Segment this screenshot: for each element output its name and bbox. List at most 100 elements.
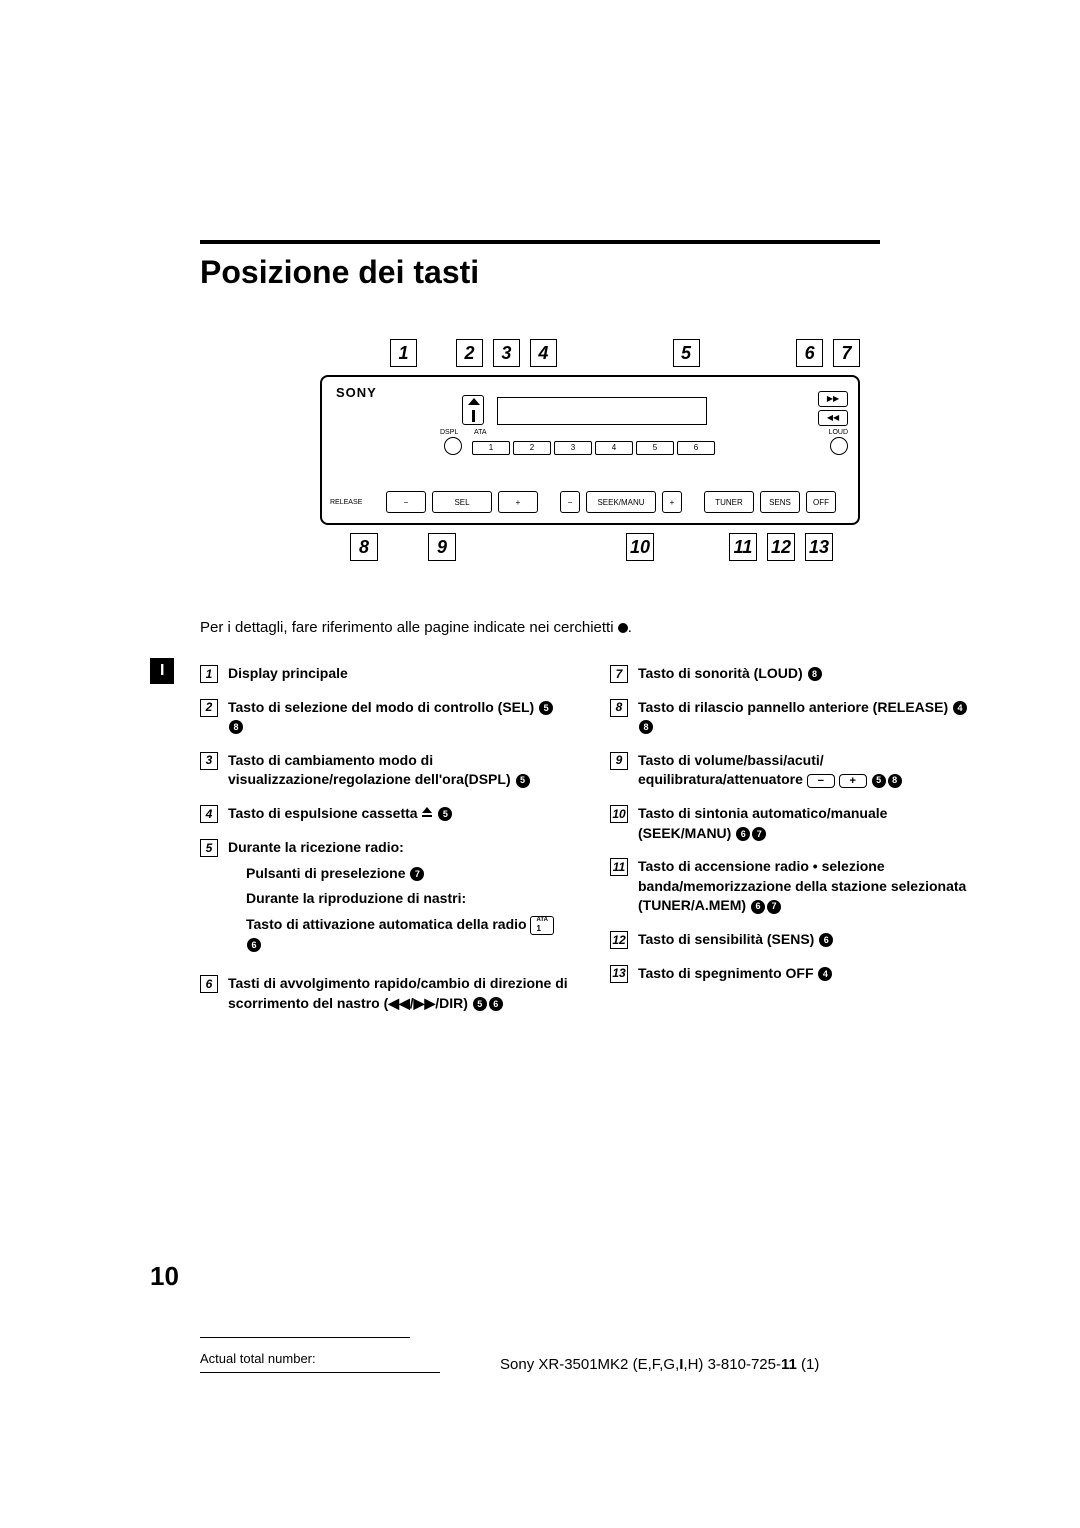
eject-button xyxy=(462,395,484,425)
item-body: Durante la ricezione radio: Pulsanti di … xyxy=(228,838,570,960)
list-item: 13Tasto di spegnimento OFF 4 xyxy=(610,964,980,984)
callout-3: 3 xyxy=(493,339,520,367)
page-ref: 8 xyxy=(229,720,243,734)
callout-13: 13 xyxy=(805,533,833,561)
callout-1: 1 xyxy=(390,339,417,367)
actual-total: Actual total number: xyxy=(200,1351,440,1373)
callout-2: 2 xyxy=(456,339,483,367)
intro-text: Per i dettagli, fare riferimento alle pa… xyxy=(200,619,980,636)
item-number: 13 xyxy=(610,965,628,983)
intro-span: Per i dettagli, fare riferimento alle pa… xyxy=(200,619,614,636)
page-ref: 8 xyxy=(888,774,902,788)
item-body: Tasto di volume/bassi/acuti/ equilibratu… xyxy=(638,751,980,790)
sub-item: Tasto di attivazione automatica della ra… xyxy=(246,915,570,954)
list-item: 7Tasto di sonorità (LOUD) 8 xyxy=(610,664,980,684)
item-number: 11 xyxy=(610,858,628,876)
page-ref: 8 xyxy=(639,720,653,734)
model-tail: (1) xyxy=(797,1356,820,1373)
item-number: 3 xyxy=(200,752,218,770)
item-body: Tasto di sintonia automatico/manuale (SE… xyxy=(638,804,980,843)
page-title: Posizione dei tasti xyxy=(200,254,980,291)
model-a: Sony XR-3501MK2 (E,F,G, xyxy=(500,1356,679,1373)
sub-item: Durante la riproduzione di nastri: xyxy=(246,889,570,909)
item-number: 1 xyxy=(200,665,218,683)
item-body: Tasto di cambiamento modo di visualizzaz… xyxy=(228,751,570,790)
list-item: 10 Tasto di sintonia automatico/manuale (… xyxy=(610,804,980,843)
side-tab: I xyxy=(150,658,174,684)
item-number: 6 xyxy=(200,975,218,993)
footer: Actual total number: Sony XR-3501MK2 (E,… xyxy=(200,1351,980,1373)
side-buttons: ▶▶ ◀◀ xyxy=(818,391,848,429)
sens-button: SENS xyxy=(760,491,800,513)
page-ref: 7 xyxy=(752,827,766,841)
item-number: 9 xyxy=(610,752,628,770)
page-ref: 5 xyxy=(539,701,553,715)
item-body: Tasto di accensione radio • selezione ba… xyxy=(638,857,980,916)
dspl-label: DSPL xyxy=(440,429,458,436)
plus-button: + xyxy=(498,491,538,513)
callout-9: 9 xyxy=(428,533,456,561)
page-ref: 5 xyxy=(872,774,886,788)
item-number: 10 xyxy=(610,805,628,823)
callout-row-top: 1 2 3 4 5 6 7 xyxy=(320,339,860,367)
knob-left xyxy=(444,437,462,455)
sub-item: Pulsanti di preselezione 7 xyxy=(246,864,570,884)
seek-plus: + xyxy=(662,491,682,513)
preset-row: 1 2 3 4 5 6 xyxy=(472,441,715,455)
ff-button: ▶▶ xyxy=(818,391,848,407)
page-ref: 6 xyxy=(751,900,765,914)
ata-icon: ATA1 xyxy=(530,916,553,935)
list-item: 3 Tasto di cambiamento modo di visualizza… xyxy=(200,751,570,790)
eject-icon xyxy=(421,804,433,824)
preset-btn: 2 xyxy=(513,441,551,455)
list-item: 2Tasto di selezione del modo di controll… xyxy=(200,698,570,737)
callout-10: 10 xyxy=(626,533,654,561)
page-ref: 4 xyxy=(818,967,832,981)
item-body: Tasto di rilascio pannello anteriore (RE… xyxy=(638,698,980,737)
right-column: 7Tasto di sonorità (LOUD) 88Tasto di ril… xyxy=(610,664,980,1028)
page-ref: 5 xyxy=(438,807,452,821)
seek-minus: − xyxy=(560,491,580,513)
diagram-wrap: 1 2 3 4 5 6 7 SONY ▶▶ ◀◀ xyxy=(200,331,980,569)
tuner-button: TUNER xyxy=(704,491,754,513)
item-body: Tasto di selezione del modo di controllo… xyxy=(228,698,570,737)
page-ref: 6 xyxy=(736,827,750,841)
preset-btn: 3 xyxy=(554,441,592,455)
plus-icon: + xyxy=(839,774,867,788)
callout-12: 12 xyxy=(767,533,795,561)
off-button: OFF xyxy=(806,491,836,513)
footer-model: Sony XR-3501MK2 (E,F,G,I,H) 3-810-725-11… xyxy=(500,1356,819,1373)
left-column: 1 Display principale 2Tasto di selezione … xyxy=(200,664,570,1028)
list-item: 11 Tasto di accensione radio • selezione … xyxy=(610,857,980,916)
sony-logo: SONY xyxy=(336,385,377,400)
seek-button: SEEK/MANU xyxy=(586,491,656,513)
page-ref: 7 xyxy=(410,867,424,881)
item-body: Display principale xyxy=(228,664,570,684)
item-body: Tasti di avvolgimento rapido/cambio di d… xyxy=(228,974,570,1013)
preset-btn: 5 xyxy=(636,441,674,455)
radio-body: SONY ▶▶ ◀◀ DSPL ATA LOUD 1 2 3 4 xyxy=(320,375,860,525)
list-item: 1 Display principale xyxy=(200,664,570,684)
knob-right xyxy=(830,437,848,455)
list-item: 9 Tasto di volume/bassi/acuti/ equilibrat… xyxy=(610,751,980,790)
model-11: 11 xyxy=(781,1356,797,1373)
callout-7: 7 xyxy=(833,339,860,367)
minus-icon: − xyxy=(807,774,835,788)
cassette-slot xyxy=(497,397,707,425)
loud-label: LOUD xyxy=(829,429,848,436)
dot-icon xyxy=(618,623,628,633)
item-number: 4 xyxy=(200,805,218,823)
release-label: RELEASE xyxy=(330,499,380,506)
page-ref: 5 xyxy=(473,997,487,1011)
page-ref: 4 xyxy=(953,701,967,715)
item-body: Tasto di espulsione cassetta 5 xyxy=(228,804,570,824)
page-ref: 8 xyxy=(808,667,822,681)
page-ref: 5 xyxy=(516,774,530,788)
minus-button: − xyxy=(386,491,426,513)
list-item: 6 Tasti di avvolgimento rapido/cambio di … xyxy=(200,974,570,1013)
callout-6: 6 xyxy=(796,339,823,367)
bottom-controls: RELEASE − SEL + − SEEK/MANU + TUNER SENS… xyxy=(330,491,850,513)
callout-8: 8 xyxy=(350,533,378,561)
page-ref: 6 xyxy=(819,933,833,947)
sel-button: SEL xyxy=(432,491,492,513)
